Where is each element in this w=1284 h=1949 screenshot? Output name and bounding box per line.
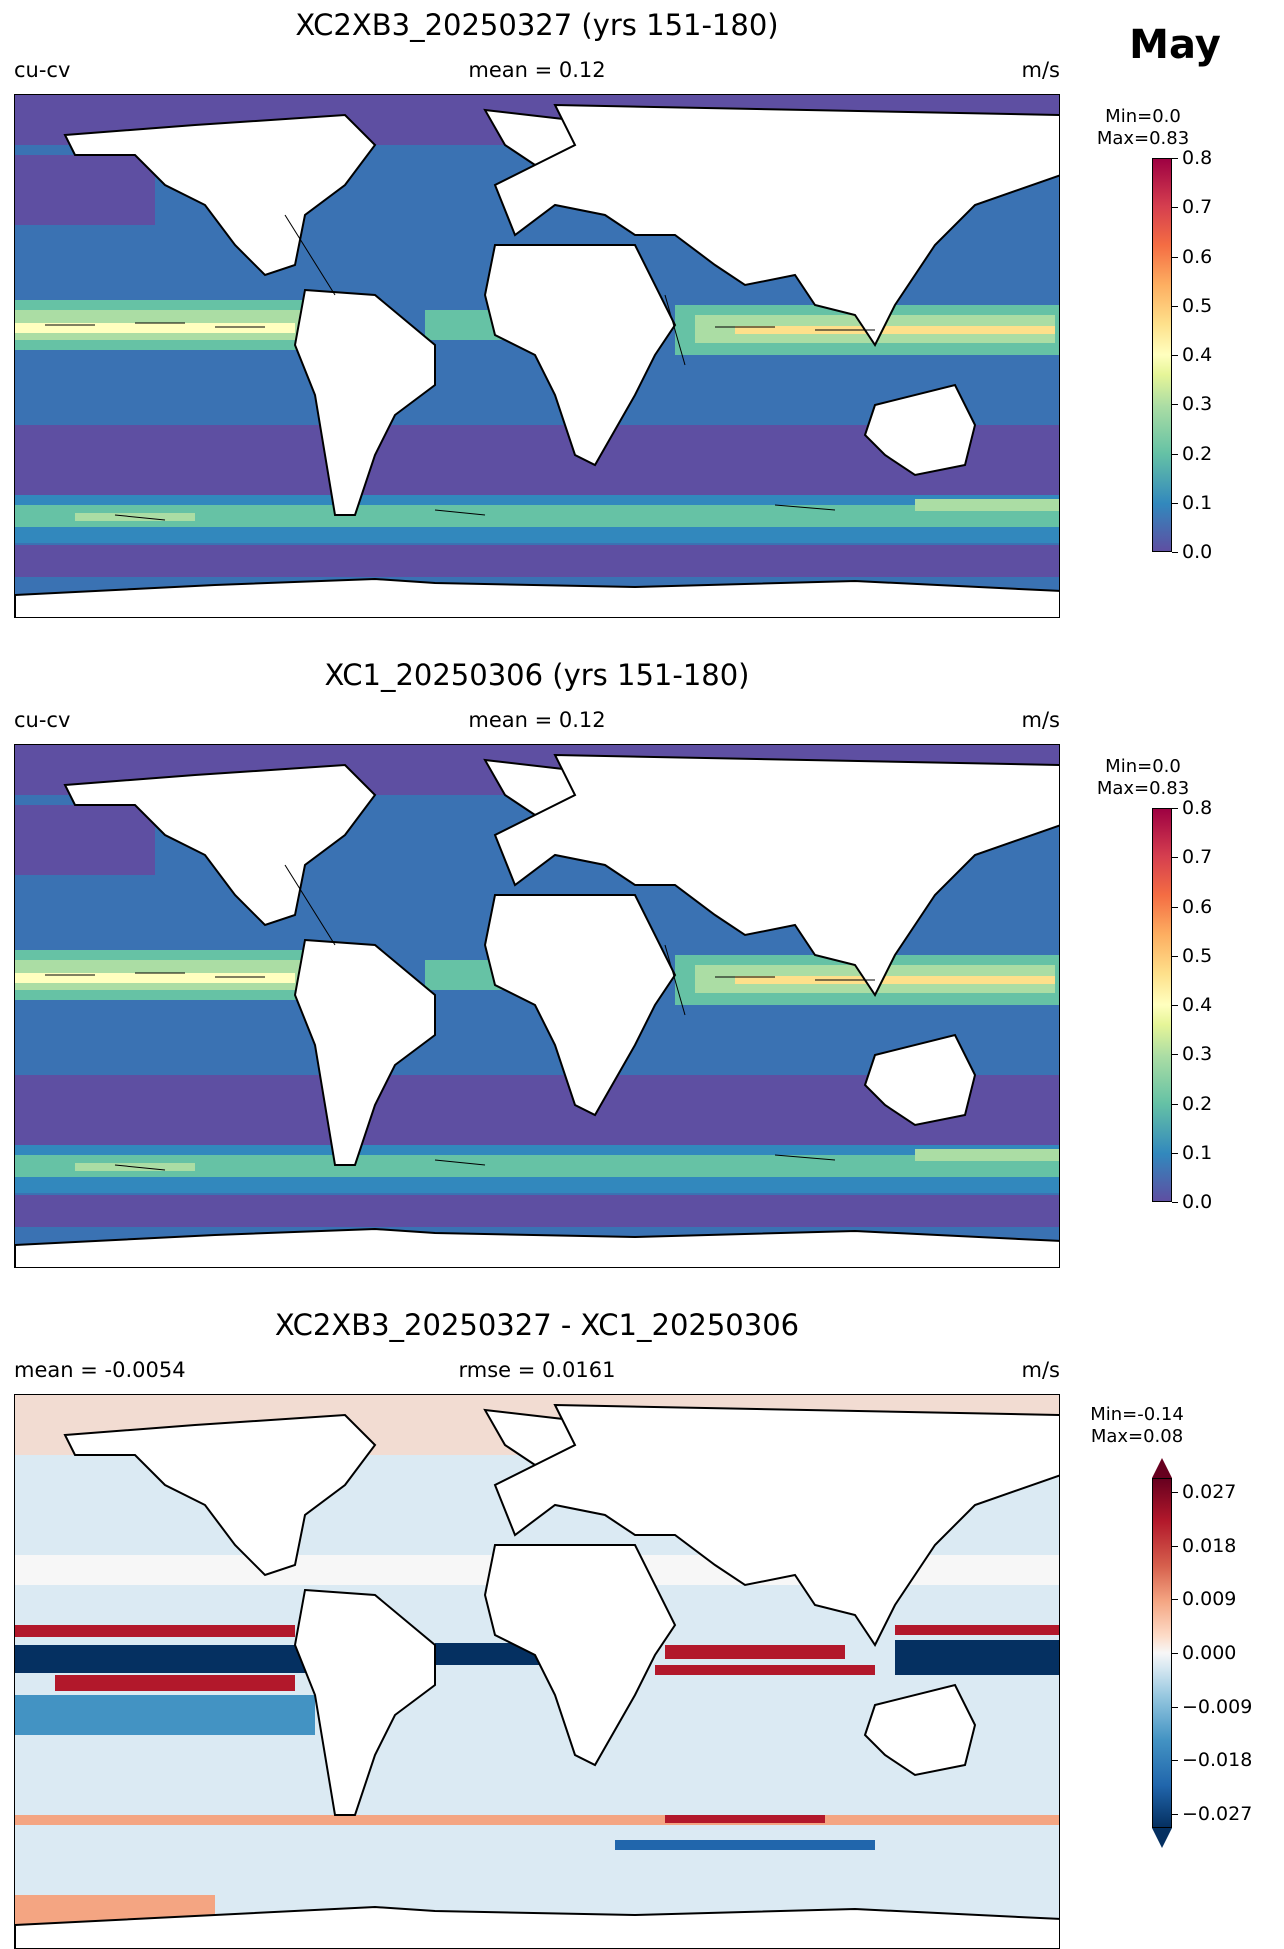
colorbar-tick-label: 0.8	[1182, 147, 1213, 169]
panel-1-mean-label: mean = 0.12	[468, 58, 606, 82]
panel-2-title: XC1_20250306 (yrs 151-180)	[324, 658, 750, 692]
colorbar-tickmark	[1172, 1202, 1178, 1203]
panel-2-colorbar	[1152, 808, 1172, 1202]
colorbar-tick-label: −0.018	[1182, 1749, 1253, 1772]
panel-1-units-label: m/s	[1021, 58, 1060, 82]
panel-2-left-label: cu-cv	[14, 708, 71, 732]
colorbar-tickmark	[1172, 1814, 1178, 1815]
colorbar-tickmark	[1172, 1103, 1178, 1105]
panel-2-map	[14, 744, 1060, 1268]
colorbar-tickmark	[1172, 158, 1178, 159]
colorbar-tickmark	[1172, 1706, 1178, 1708]
colorbar-tickmark	[1172, 404, 1178, 406]
colorbar-tickmark	[1172, 1054, 1178, 1056]
colorbar-tickmark	[1172, 1653, 1178, 1654]
colorbar-tick-label: 0.4	[1182, 344, 1213, 366]
colorbar-tick-label: 0.0	[1182, 1191, 1213, 1213]
colorbar-tick-label: 0.8	[1182, 797, 1213, 819]
panel-1-colorbar	[1152, 158, 1172, 552]
colorbar-tickmark	[1172, 857, 1178, 859]
colorbar-tickmark	[1172, 256, 1178, 258]
colorbar-tickmark	[1172, 1545, 1178, 1547]
panel-3-colorbar	[1152, 1478, 1172, 1828]
colorbar-tick-label: 0.5	[1182, 294, 1213, 317]
colorbar-tickmark	[1172, 355, 1178, 356]
panel-3-title: XC2XB3_20250327 - XC1_20250306	[274, 1308, 800, 1342]
colorbar-tick-label: 0.5	[1182, 944, 1213, 967]
panel-3-max-label: Max=0.08	[1090, 1426, 1184, 1447]
colorbar-tickmark	[1172, 1599, 1178, 1601]
month-label: May	[1129, 22, 1221, 68]
panel-3-min-label: Min=-0.14	[1090, 1404, 1184, 1425]
colorbar-tickmark	[1172, 552, 1178, 553]
colorbar-tickmark	[1172, 1152, 1178, 1154]
panel-3-map	[14, 1394, 1060, 1949]
panel-1-min-label: Min=0.0	[1105, 106, 1181, 127]
panel-2-min-label: Min=0.0	[1105, 756, 1181, 777]
panel-3-mean-label: mean = -0.0054	[14, 1358, 186, 1382]
colorbar-tickmark	[1172, 1005, 1178, 1006]
colorbar-tick-label: 0.018	[1182, 1534, 1237, 1557]
colorbar-tick-label: 0.6	[1182, 245, 1213, 268]
colorbar-tick-label: 0.2	[1182, 1092, 1213, 1115]
colorbar-tickmark	[1172, 808, 1178, 809]
colorbar-tickmark	[1172, 502, 1178, 504]
colorbar-tick-label: 0.2	[1182, 442, 1213, 465]
colorbar-tick-label: 0.027	[1182, 1481, 1237, 1503]
colorbar-tickmark	[1172, 453, 1178, 455]
colorbar-tickmark	[1172, 955, 1178, 957]
colorbar-tick-label: 0.009	[1182, 1588, 1237, 1611]
panel-3-colorbar-top-extend	[1152, 1458, 1172, 1478]
colorbar-tick-label: 0.0	[1182, 541, 1213, 563]
colorbar-tick-label: 0.6	[1182, 895, 1213, 918]
panel-1-left-label: cu-cv	[14, 58, 71, 82]
colorbar-tick-label: 0.1	[1182, 491, 1213, 514]
colorbar-tickmark	[1172, 1760, 1178, 1762]
panel-3-rmse-label: rmse = 0.0161	[458, 1358, 616, 1382]
colorbar-tickmark	[1172, 1492, 1178, 1493]
colorbar-tick-label: 0.1	[1182, 1141, 1213, 1164]
colorbar-tickmark	[1172, 906, 1178, 908]
colorbar-tickmark	[1172, 207, 1178, 209]
panel-1-title: XC2XB3_20250327 (yrs 151-180)	[295, 8, 779, 42]
panel-2-max-label: Max=0.83	[1096, 778, 1190, 799]
panel-1-map	[14, 94, 1060, 618]
panel-2-mean-label: mean = 0.12	[468, 708, 606, 732]
colorbar-tick-label: 0.7	[1182, 196, 1213, 219]
colorbar-tick-label: 0.3	[1182, 393, 1213, 416]
panel-1-max-label: Max=0.83	[1096, 128, 1190, 149]
colorbar-tick-label: −0.009	[1182, 1695, 1253, 1718]
colorbar-tick-label: 0.7	[1182, 846, 1213, 869]
panel-3-units-label: m/s	[1021, 1358, 1060, 1382]
colorbar-tickmark	[1172, 305, 1178, 307]
colorbar-tick-label: −0.027	[1182, 1803, 1253, 1825]
colorbar-tick-label: 0.4	[1182, 994, 1213, 1016]
panel-2-units-label: m/s	[1021, 708, 1060, 732]
colorbar-tick-label: 0.3	[1182, 1043, 1213, 1066]
panel-3-colorbar-bottom-extend	[1152, 1828, 1172, 1848]
colorbar-tick-label: 0.000	[1182, 1642, 1237, 1664]
